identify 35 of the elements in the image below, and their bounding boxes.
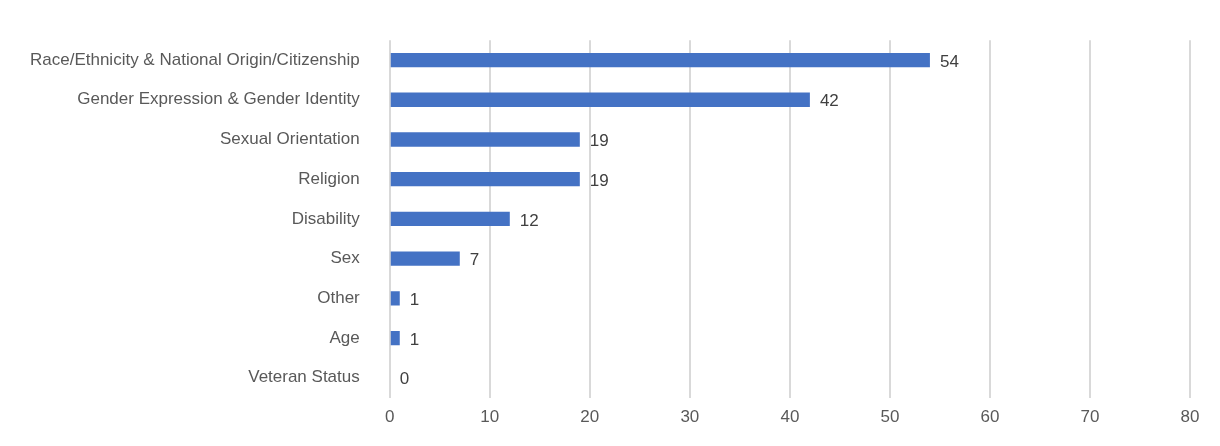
- bar: [390, 132, 580, 147]
- data-label: 54: [939, 51, 959, 71]
- data-label: 7: [469, 250, 480, 270]
- x-tick-label: 0: [385, 407, 395, 427]
- data-label: 42: [819, 91, 839, 111]
- bar: [390, 211, 510, 227]
- data-label: 0: [399, 369, 410, 389]
- y-tick-label: Other: [317, 288, 361, 308]
- x-tick-label: 80: [1180, 407, 1200, 427]
- y-tick-label: Disability: [291, 208, 361, 228]
- y-tick-label: Religion: [298, 168, 360, 188]
- x-tick-label: 50: [880, 407, 900, 427]
- bar: [390, 92, 810, 107]
- x-tick-label: 20: [580, 407, 600, 427]
- data-label: 1: [409, 290, 420, 310]
- bar: [390, 330, 400, 346]
- x-tick-label: 70: [1080, 407, 1100, 427]
- bar: [390, 172, 580, 187]
- x-tick-label: 30: [680, 407, 700, 427]
- x-tick-label: 10: [480, 407, 500, 427]
- data-label: 12: [519, 210, 539, 230]
- y-tick-label: Race/Ethnicity & National Origin/Citizenship: [29, 49, 360, 69]
- y-tick-label: Veteran Status: [248, 367, 360, 387]
- y-tick-label: Gender Expression & Gender Identity: [77, 89, 361, 109]
- y-tick-label: Sex: [330, 248, 361, 268]
- x-tick-label: 40: [780, 407, 800, 427]
- bar: [390, 52, 930, 68]
- bar: [390, 291, 400, 306]
- y-tick-label: Age: [329, 327, 360, 347]
- y-tick-label: Sexual Orientation: [219, 129, 360, 149]
- data-label: 19: [589, 131, 609, 151]
- bar: [390, 251, 460, 266]
- data-label: 19: [589, 170, 609, 190]
- data-label: 1: [409, 329, 420, 349]
- x-tick-label: 60: [980, 407, 1000, 427]
